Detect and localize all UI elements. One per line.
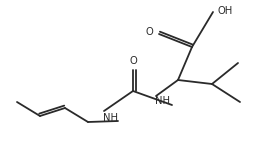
Text: NH: NH [155, 96, 171, 106]
Text: O: O [129, 56, 137, 66]
Text: OH: OH [218, 6, 233, 16]
Text: NH: NH [103, 113, 117, 123]
Text: O: O [145, 27, 153, 37]
